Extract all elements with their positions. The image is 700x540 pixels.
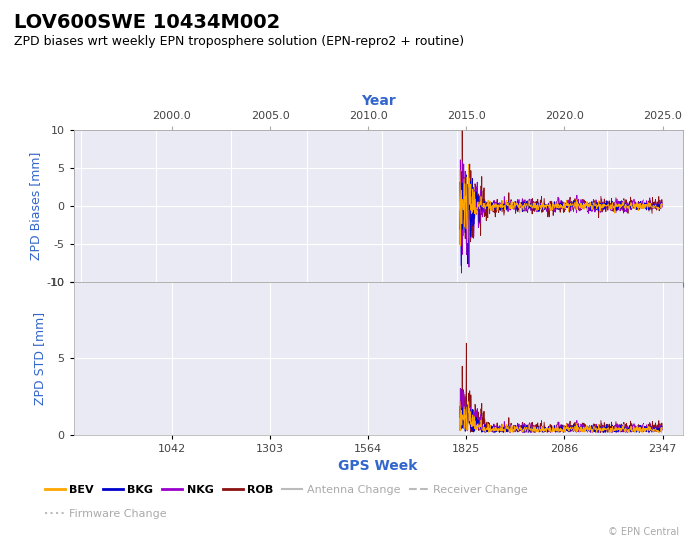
X-axis label: Year: Year — [360, 94, 395, 108]
Y-axis label: ZPD STD [mm]: ZPD STD [mm] — [34, 312, 46, 405]
Legend: Firmware Change: Firmware Change — [41, 505, 172, 524]
Legend: BEV, BKG, NKG, ROB, Antenna Change, Receiver Change: BEV, BKG, NKG, ROB, Antenna Change, Rece… — [41, 481, 533, 500]
Text: LOV600SWE 10434M002: LOV600SWE 10434M002 — [14, 14, 280, 32]
Y-axis label: ZPD Biases [mm]: ZPD Biases [mm] — [29, 152, 42, 260]
Text: ZPD biases wrt weekly EPN troposphere solution (EPN-repro2 + routine): ZPD biases wrt weekly EPN troposphere so… — [14, 35, 464, 48]
Text: © EPN Central: © EPN Central — [608, 527, 679, 537]
X-axis label: GPS Week: GPS Week — [338, 460, 418, 473]
